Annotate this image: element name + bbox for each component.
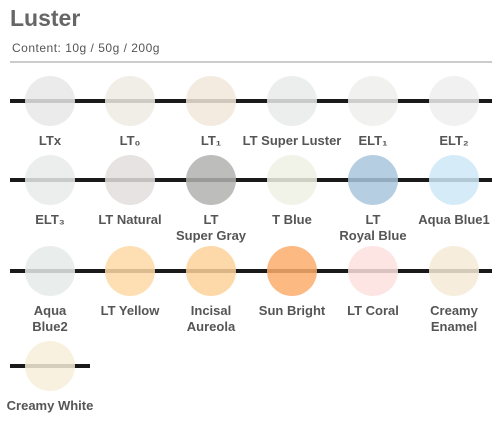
swatch-label: Aqua Blue1 [418,212,490,227]
swatch [429,76,479,126]
swatch [25,341,75,391]
swatch-label: Creamy White [7,398,94,413]
swatch-label: Blue2 [32,319,67,334]
swatch [25,76,75,126]
swatch-label: Sun Bright [259,303,326,318]
swatch-label: LT [366,212,381,227]
swatch-label: LT Natural [98,212,161,227]
swatch [105,155,155,205]
swatch-label: Incisal [191,303,231,318]
swatch [105,246,155,296]
swatch [267,76,317,126]
swatch-label: LT Yellow [101,303,161,318]
swatch [105,76,155,126]
swatch [186,155,236,205]
swatch [348,76,398,126]
swatch-label: Aureola [187,319,236,334]
swatch-label: Creamy [430,303,478,318]
swatch-label: ELT₃ [35,212,65,227]
swatch-label: LT₀ [120,133,141,148]
swatch [25,246,75,296]
swatch-label: Aqua [34,303,67,318]
swatch-label: T Blue [272,212,312,227]
swatch [267,155,317,205]
swatch [348,246,398,296]
swatch-label: Enamel [431,319,477,334]
swatch-label: Royal Blue [339,228,406,243]
swatch-label: LT [204,212,219,227]
swatch-label: LT Coral [347,303,399,318]
swatch-label: LT₁ [201,133,221,148]
swatch [429,155,479,205]
swatch-label: Super Gray [176,228,247,243]
swatch [186,246,236,296]
swatch-label: LTx [39,133,62,148]
swatch [429,246,479,296]
swatch [348,155,398,205]
swatch-label: LT Super Luster [243,133,342,148]
subtitle: Content: 10g / 50g / 200g [12,41,160,55]
swatch-label: ELT₂ [439,133,469,148]
swatch [186,76,236,126]
swatch-label: ELT₁ [359,133,388,148]
swatch [267,246,317,296]
swatch [25,155,75,205]
title: Luster [10,5,80,31]
